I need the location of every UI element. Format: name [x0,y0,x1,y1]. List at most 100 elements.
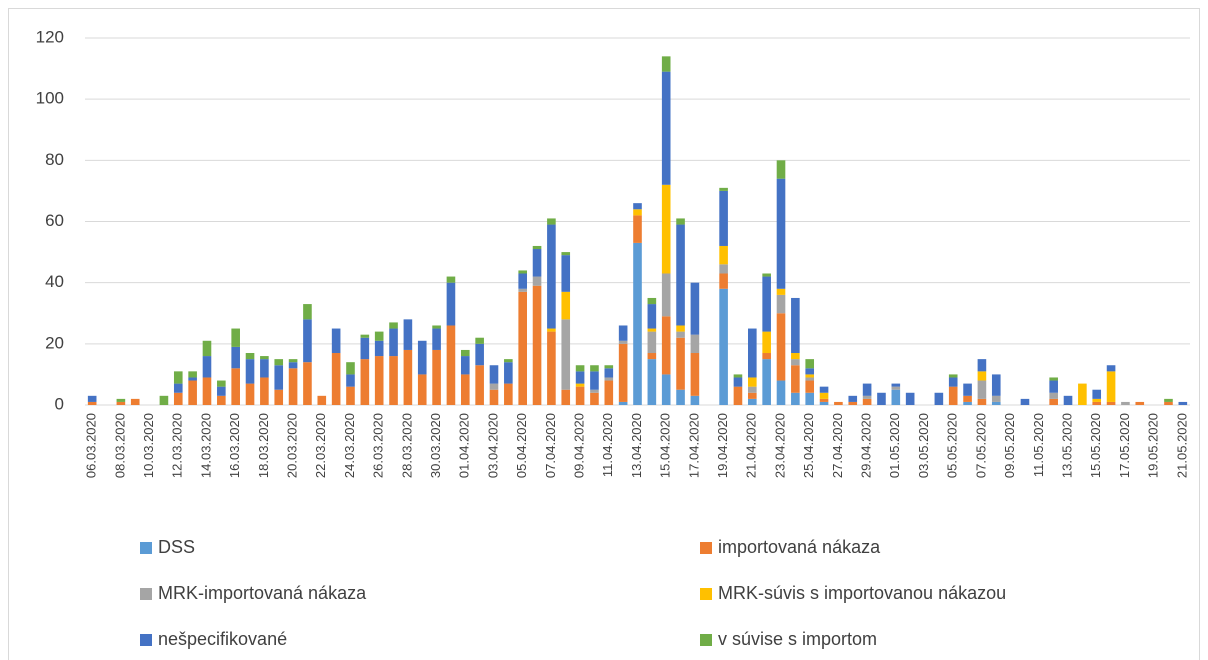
bar-segment [1106,401,1116,405]
bar-segment [1106,365,1116,372]
x-tick-label: 24.03.2020 [342,413,357,478]
bar-segment [690,334,700,354]
x-tick-label: 19.05.2020 [1146,413,1161,478]
bar-segment [173,371,183,384]
bar-segment [202,340,212,357]
bar-segment [791,392,800,405]
bar-segment [590,365,599,372]
bar-segment [762,331,771,354]
bar-segment [460,356,470,375]
legend-swatch [140,634,152,646]
bar-segment [116,398,126,402]
bar-segment [547,331,556,405]
bar-segment [776,178,786,289]
bar-segment [905,392,915,405]
bar-segment [1020,398,1030,405]
bar-segment [604,377,614,381]
bar-segment [288,368,298,405]
legend-label: MRK-importovaná nákaza [158,583,367,603]
bar-segment [733,386,743,405]
bar-segment [862,395,872,399]
bar-segment [446,282,456,326]
y-tick-label: 0 [55,394,64,413]
bar-segment [561,252,571,256]
bar-segment [1049,398,1058,405]
bar-segment [733,377,743,387]
bar-segment [891,383,901,387]
y-tick-label: 40 [45,272,64,291]
bar-segment [231,328,240,347]
bar-segment [173,383,183,393]
x-tick-label: 13.04.2020 [629,413,644,478]
bar-segment [1164,398,1173,402]
bar-segment [590,389,599,393]
bar-segment [518,270,527,274]
bar-segment [819,401,829,405]
bar-segment [288,359,298,363]
x-tick-label: 30.03.2020 [428,413,443,478]
x-tick-label: 26.03.2020 [371,413,386,478]
x-tick-label: 28.03.2020 [399,413,414,478]
x-tick-label: 29.04.2020 [859,413,874,478]
bar-segment [719,245,728,265]
x-tick-label: 06.03.2020 [84,413,99,478]
bar-segment [159,395,169,405]
bar-segment [748,377,757,387]
x-tick-label: 25.04.2020 [801,413,816,478]
bar-segment [948,374,958,378]
x-tick-label: 18.03.2020 [256,413,271,478]
bar-segment [532,285,542,405]
x-tick-label: 15.04.2020 [658,413,673,478]
bar-segment [948,386,958,405]
bar-segment [547,328,556,332]
bar-segment [173,392,183,405]
bar-segment [432,328,441,350]
bar-segment [460,374,470,405]
bar-segment [661,71,671,185]
bar-segment [547,218,556,225]
bar-segment [475,343,484,366]
bar-segment [762,273,771,277]
bar-segment [374,331,384,341]
bar-segment [690,353,700,396]
bar-segment [776,288,786,295]
bar-segment [633,203,642,210]
bar-segment [647,353,657,360]
bar-segment [661,316,671,375]
bar-segment [748,328,757,378]
bar-segment [862,398,872,405]
x-tick-label: 10.03.2020 [141,413,156,478]
legend-swatch [140,542,152,554]
bar-segment [991,374,1001,396]
bar-segment [776,160,786,179]
bar-segment [748,386,757,393]
bar-segment [848,395,858,402]
bar-segment [87,395,97,402]
bar-segment [819,386,829,393]
bar-segment [317,395,327,405]
x-tick-label: 09.05.2020 [1002,413,1017,478]
bar-segment [489,365,499,384]
x-tick-label: 13.05.2020 [1059,413,1074,478]
bar-segment [977,359,987,372]
bar-segment [791,359,800,366]
bar-segment [1106,371,1116,402]
x-tick-label: 27.04.2020 [830,413,845,478]
bar-segment [819,392,829,399]
bar-segment [389,328,398,357]
bar-segment [260,356,269,360]
chart-border [8,8,1200,660]
bar-segment [791,297,800,354]
bar-segment [532,249,542,277]
bar-segment [819,398,829,402]
x-tick-label: 01.04.2020 [457,413,472,478]
bar-segment [977,398,987,405]
bar-segment [891,389,901,405]
bar-segment [604,365,614,369]
bar-segment [346,362,355,375]
x-tick-label: 11.04.2020 [600,413,615,477]
bar-segment [719,190,728,246]
bar-segment [661,273,671,317]
bar-segment [590,371,599,390]
bar-segment [188,377,197,381]
